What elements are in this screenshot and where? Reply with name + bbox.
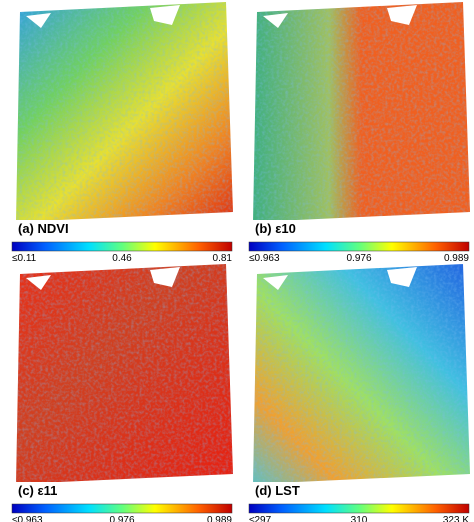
panel-label: (d) LST — [255, 483, 300, 498]
panel-label: (c) ε11 — [18, 483, 57, 498]
colorbar-tick-label: ≤0.963 — [249, 253, 280, 264]
map-texture — [253, 264, 470, 484]
colorbar — [248, 241, 470, 252]
water-body — [26, 267, 180, 290]
panel-label: (b) ε10 — [255, 221, 296, 236]
map-texture — [16, 264, 233, 484]
panel-label: (a) NDVI — [18, 221, 69, 236]
label-bg — [251, 220, 341, 237]
label-bg — [14, 220, 104, 237]
colorbar-tick-label: 0.46 — [112, 253, 132, 264]
colorbar-tick-label: ≤0.11 — [12, 253, 37, 264]
water-body — [263, 5, 417, 28]
water-body — [26, 5, 180, 28]
colorbar-tick-label: 310 — [351, 515, 368, 522]
colorbar-tick-label: ≤0.963 — [12, 515, 43, 522]
label-bg — [251, 482, 341, 499]
colorbar-tick-label: 0.976 — [346, 253, 371, 264]
map-texture — [16, 2, 233, 222]
colorbar-tick-label: 0.989 — [207, 515, 232, 522]
colorbar — [11, 503, 233, 514]
colorbar-tick-label: ≤297 — [249, 515, 272, 522]
label-bg — [14, 482, 104, 499]
colorbar-tick-label: 0.989 — [444, 253, 469, 264]
colorbar-tick-label: 0.976 — [109, 515, 134, 522]
colorbar — [11, 241, 233, 252]
colorbar-tick-label: 323 K — [443, 515, 469, 522]
water-body — [263, 267, 417, 290]
colorbar — [248, 503, 470, 514]
colorbar-tick-label: 0.81 — [213, 253, 233, 264]
map-texture — [253, 2, 470, 222]
